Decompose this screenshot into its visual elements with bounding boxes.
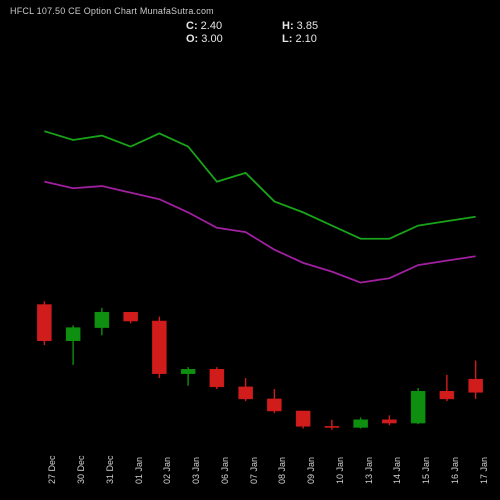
x-axis-label: 03 Jan xyxy=(191,457,201,484)
chart-title: HFCL 107.50 CE Option Chart MunafaSutra.… xyxy=(10,6,214,16)
x-axis-label: 10 Jan xyxy=(335,457,345,484)
x-axis-label: 30 Dec xyxy=(76,455,86,484)
candle-body xyxy=(37,305,51,341)
x-axis-label: 31 Dec xyxy=(105,455,115,484)
ohlc-high: H: 3.85 xyxy=(282,20,318,32)
ohlc-open: O: 3.00 xyxy=(186,33,223,45)
x-axis-label: 15 Jan xyxy=(421,457,431,484)
ohlc-low-label: L: xyxy=(282,33,292,45)
ohlc-open-value: 3.00 xyxy=(201,33,222,45)
x-axis-label: 17 Jan xyxy=(479,457,489,484)
candle-body xyxy=(267,399,281,411)
x-axis-label: 27 Dec xyxy=(47,455,57,484)
candle-body xyxy=(181,369,195,373)
ohlc-high-value: 3.85 xyxy=(297,20,318,32)
x-axis-label: 02 Jan xyxy=(162,457,172,484)
ohlc-low-value: 2.10 xyxy=(295,33,316,45)
candle-body xyxy=(124,312,138,321)
x-axis-label: 06 Jan xyxy=(220,457,230,484)
candle-body xyxy=(354,420,368,428)
candle-body xyxy=(325,426,339,427)
candle-body xyxy=(440,391,454,399)
candle-body xyxy=(210,369,224,387)
ohlc-close: C: 2.40 xyxy=(186,20,222,32)
candle-body xyxy=(152,321,166,374)
x-axis-labels: 27 Dec 30 Dec 31 Dec 01 Jan 02 Jan 03 Jan 06 J… xyxy=(0,444,500,494)
x-axis-label: 16 Jan xyxy=(450,457,460,484)
upper-band-line xyxy=(44,131,475,239)
ohlc-high-label: H: xyxy=(282,20,294,32)
ohlc-close-label: C: xyxy=(186,20,198,32)
candle-body xyxy=(296,411,310,426)
ohlc-open-label: O: xyxy=(186,33,198,45)
x-axis-label: 07 Jan xyxy=(249,457,259,484)
candle-body xyxy=(66,328,80,341)
candle-body xyxy=(239,387,253,399)
price-chart xyxy=(0,50,500,500)
candle-body xyxy=(411,391,425,423)
ohlc-low: L: 2.10 xyxy=(282,33,317,45)
x-axis-label: 13 Jan xyxy=(364,457,374,484)
candle-body xyxy=(382,420,396,423)
lower-band-line xyxy=(44,182,475,283)
candle-body xyxy=(95,312,109,327)
x-axis-label: 14 Jan xyxy=(392,457,402,484)
candle-body xyxy=(469,379,483,392)
x-axis-label: 01 Jan xyxy=(134,457,144,484)
ohlc-close-value: 2.40 xyxy=(201,20,222,32)
x-axis-label: 08 Jan xyxy=(277,457,287,484)
x-axis-label: 09 Jan xyxy=(306,457,316,484)
